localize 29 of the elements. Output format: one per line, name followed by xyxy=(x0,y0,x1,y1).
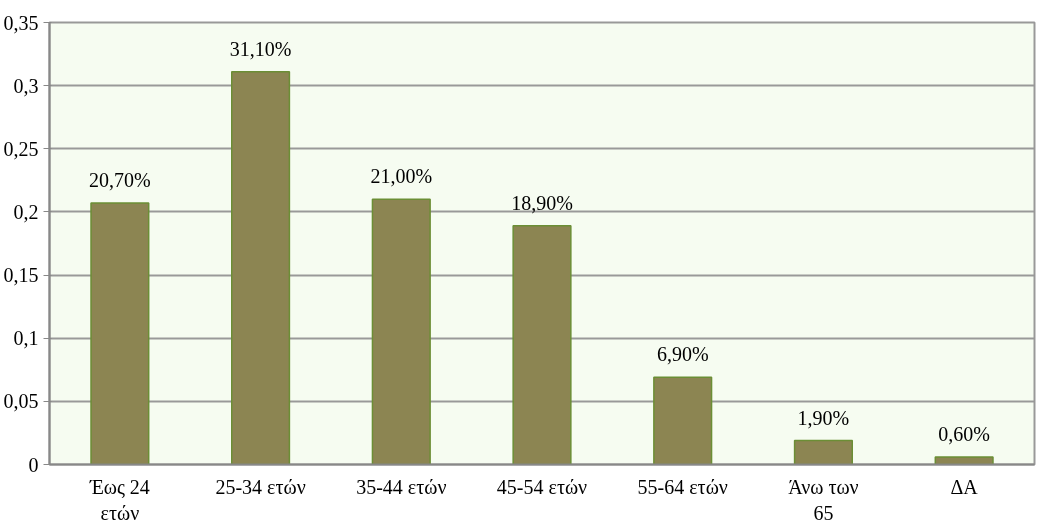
x-tick-label: ΔΑ xyxy=(950,475,979,498)
x-tick-label: 55-64 ετών xyxy=(637,475,728,498)
data-label: 1,90% xyxy=(797,406,850,429)
data-label: 18,90% xyxy=(511,191,573,214)
bar xyxy=(90,202,150,465)
y-tick-label: 0,35 xyxy=(3,11,39,34)
bar xyxy=(512,225,572,465)
y-tick-label: 0,15 xyxy=(3,264,39,287)
data-label: 21,00% xyxy=(370,165,433,188)
y-tick-label: 0,25 xyxy=(3,137,39,160)
x-tick-label: Έως 24 ετών xyxy=(88,475,150,524)
y-tick-label: 0,05 xyxy=(3,390,39,413)
x-tick-label: Άνω των 65 xyxy=(788,475,859,524)
bar xyxy=(793,439,854,465)
y-tick-label: 0,1 xyxy=(13,327,39,350)
data-label: 31,10% xyxy=(229,37,292,60)
bar xyxy=(653,376,713,465)
data-label: 20,70% xyxy=(89,169,151,192)
y-tick-label: 0,3 xyxy=(13,74,39,97)
bar xyxy=(371,198,431,465)
data-label: 0,60% xyxy=(938,422,990,445)
x-tick-label: 35-44 ετών xyxy=(356,475,447,498)
x-tick-label: 45-54 ετών xyxy=(496,475,588,498)
y-tick-label: 0 xyxy=(28,453,39,476)
bar xyxy=(230,71,291,465)
y-tick-label: 0,2 xyxy=(13,200,39,223)
data-label: 6,90% xyxy=(656,343,709,366)
bar xyxy=(934,456,994,465)
x-tick-label: 25-34 ετών xyxy=(215,475,306,498)
